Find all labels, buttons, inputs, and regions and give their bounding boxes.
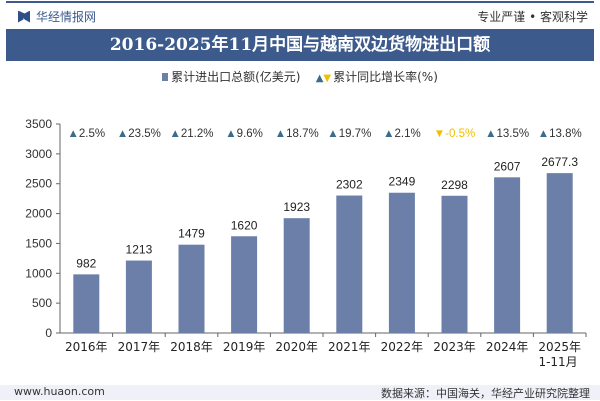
bar — [441, 195, 468, 333]
growth-label: ▲13.8% — [538, 128, 582, 140]
x-tick-label: 2017年 — [118, 340, 161, 354]
x-tick-label: 2020年 — [275, 340, 318, 354]
growth-value: 2.5% — [79, 128, 105, 140]
growth-value: 18.7% — [286, 128, 319, 140]
x-tick-label: 2025年 — [538, 340, 581, 354]
y-tick-label: 2500 — [25, 177, 52, 191]
x-tick-label: 2021年 — [328, 340, 371, 354]
growth-label: ▲19.7% — [327, 128, 371, 140]
bar-value-label: 1479 — [178, 227, 205, 241]
growth-value: 13.8% — [549, 128, 582, 140]
up-triangle-icon: ▲ — [538, 128, 549, 140]
y-tick-label: 1000 — [25, 266, 52, 280]
growth-value: 23.5% — [128, 128, 161, 140]
growth-label: ▼-0.5% — [434, 128, 475, 140]
x-tick-label: 2024年 — [486, 340, 529, 354]
y-tick-label: 1500 — [25, 236, 52, 250]
x-tick-label: 2023年 — [433, 340, 476, 354]
up-triangle-icon: ▲ — [170, 128, 181, 140]
legend-bar-label: 累计进出口总额(亿美元) — [171, 70, 301, 84]
brand: 华经情报网 — [18, 8, 96, 25]
growth-label: ▲18.7% — [275, 128, 319, 140]
down-triangle-icon: ▼ — [434, 128, 445, 140]
x-tick-label: 2019年 — [223, 340, 266, 354]
y-tick-label: 3000 — [25, 147, 52, 161]
growth-label: ▲21.2% — [170, 128, 214, 140]
up-triangle-icon: ▲ — [67, 128, 78, 140]
top-border — [6, 1, 594, 3]
up-triangle-icon: ▲ — [327, 128, 338, 140]
legend-up-triangle-icon: ▲ — [315, 73, 324, 84]
chart-title: 2016-2025年11月中国与越南双边货物进出口额 — [6, 29, 594, 61]
bar — [125, 260, 152, 333]
legend-down-triangle-icon: ▼ — [323, 73, 332, 84]
footer-website: www.huaon.com — [14, 385, 105, 398]
up-triangle-icon: ▲ — [485, 128, 496, 140]
growth-value: -0.5% — [445, 128, 475, 140]
bar — [546, 173, 573, 333]
bar — [494, 177, 521, 333]
y-tick-label: 3500 — [25, 117, 52, 131]
bar-value-label: 1213 — [126, 243, 153, 257]
growth-value: 21.2% — [181, 128, 214, 140]
growth-value: 19.7% — [339, 128, 372, 140]
up-triangle-icon: ▲ — [383, 128, 394, 140]
bar-value-label: 982 — [76, 256, 96, 270]
growth-label: ▲2.5% — [67, 128, 105, 140]
x-tick-label: 2022年 — [381, 340, 424, 354]
growth-label: ▲9.6% — [225, 128, 263, 140]
bar-value-label: 2298 — [441, 178, 468, 192]
brand-logo-icon — [18, 10, 30, 23]
bar-value-label: 2349 — [389, 175, 416, 189]
growth-label: ▲13.5% — [485, 128, 529, 140]
y-tick-label: 2000 — [25, 207, 52, 221]
bar — [388, 192, 415, 333]
footer: www.huaon.com 数据来源：中国海关，华经产业研究院整理 — [0, 385, 600, 400]
slogan: 专业严谨 • 客观科学 — [477, 10, 588, 24]
growth-label: ▲23.5% — [117, 128, 161, 140]
bar-value-label: 1923 — [283, 200, 310, 214]
growth-value: 13.5% — [496, 128, 529, 140]
x-tick-label: 2018年 — [170, 340, 213, 354]
x-tick-label: 1-11月 — [538, 355, 577, 369]
bar-value-label: 1620 — [231, 218, 258, 232]
bar — [178, 244, 205, 333]
growth-value: 9.6% — [237, 128, 263, 140]
y-tick-label: 500 — [32, 296, 52, 310]
bar — [283, 218, 310, 333]
bar — [231, 236, 258, 333]
growth-label: ▲2.1% — [383, 128, 421, 140]
bar-value-label: 2302 — [336, 178, 363, 192]
up-triangle-icon: ▲ — [275, 128, 286, 140]
legend-line-label: 累计同比增长率(%) — [333, 70, 438, 84]
x-tick-label: 2016年 — [65, 340, 108, 354]
legend: 累计进出口总额(亿美元) ▲▼ 累计同比增长率(%) — [0, 68, 600, 85]
bar — [336, 195, 363, 333]
brand-name: 华经情报网 — [36, 10, 97, 24]
bar — [73, 274, 100, 333]
up-triangle-icon: ▲ — [117, 128, 128, 140]
footer-source: 数据来源：中国海关，华经产业研究院整理 — [381, 387, 590, 400]
bar-value-label: 2677.3 — [541, 155, 578, 169]
growth-value: 2.1% — [394, 128, 420, 140]
up-triangle-icon: ▲ — [225, 128, 236, 140]
bar-value-label: 2607 — [494, 159, 521, 173]
y-tick-label: 0 — [45, 326, 52, 340]
legend-bar-swatch — [162, 73, 169, 81]
